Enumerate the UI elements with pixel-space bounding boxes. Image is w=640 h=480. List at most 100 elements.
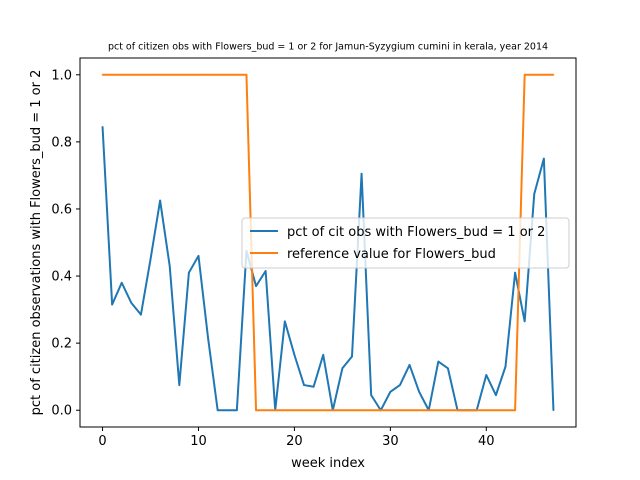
data-point-pct-0 — [101, 125, 104, 128]
data-point-reference-37 — [456, 409, 459, 412]
x-tick-label: 20 — [286, 434, 303, 449]
plot-frame — [79, 57, 577, 428]
y-tick-label: 1.0 — [51, 68, 72, 83]
data-point-reference-15 — [245, 73, 248, 76]
data-point-reference-47 — [552, 73, 555, 76]
data-point-reference-29 — [379, 409, 382, 412]
data-point-pct-27 — [360, 172, 363, 175]
data-point-reference-5 — [149, 73, 152, 76]
y-axis: 0.0 0.2 0.4 0.6 0.8 1.0 — [51, 68, 80, 419]
data-point-reference-46 — [543, 73, 545, 76]
data-point-reference-42 — [504, 409, 507, 412]
data-point-reference-1 — [111, 73, 113, 76]
data-point-reference-44 — [523, 73, 526, 76]
y-tick-label: 0.8 — [51, 135, 72, 150]
data-point-reference-14 — [236, 73, 238, 76]
data-point-pct-6 — [159, 199, 161, 202]
chart-title: pct of citizen obs with Flowers_bud = 1 … — [108, 42, 548, 53]
data-point-pct-32 — [408, 364, 411, 366]
data-point-pct-31 — [399, 384, 401, 386]
data-point-reference-9 — [188, 73, 190, 76]
data-point-reference-28 — [370, 409, 372, 412]
legend: pct of cit obs with Flowers_bud = 1 or 2… — [241, 217, 570, 269]
data-point-pct-22 — [312, 385, 315, 388]
data-point-pct-45 — [533, 193, 536, 195]
data-point-reference-12 — [216, 73, 219, 76]
data-point-pct-47 — [552, 409, 555, 412]
data-point-pct-5 — [149, 258, 152, 261]
data-point-reference-27 — [360, 409, 363, 412]
data-point-reference-0 — [101, 73, 104, 76]
x-tick-label: 10 — [190, 434, 207, 449]
data-point-pct-2 — [120, 281, 123, 284]
data-point-pct-19 — [284, 320, 286, 323]
legend-box — [241, 217, 570, 269]
data-point-reference-34 — [427, 409, 430, 412]
data-point-pct-28 — [370, 394, 372, 396]
data-point-pct-25 — [341, 367, 344, 370]
series-layer — [101, 73, 555, 412]
data-point-reference-4 — [140, 73, 142, 76]
x-axis-label: week index — [291, 456, 365, 471]
legend-label-pct-series: pct of cit obs with Flowers_bud = 1 or 2 — [287, 225, 545, 240]
data-point-reference-43 — [514, 409, 516, 412]
data-point-reference-32 — [408, 409, 411, 412]
data-point-pct-17 — [264, 270, 267, 272]
data-point-pct-20 — [293, 354, 296, 356]
data-point-reference-20 — [293, 409, 296, 412]
data-point-reference-33 — [418, 409, 420, 412]
data-point-reference-31 — [399, 409, 401, 412]
data-point-reference-39 — [475, 409, 478, 412]
data-point-pct-11 — [207, 337, 209, 339]
data-point-pct-23 — [322, 354, 325, 356]
data-point-reference-10 — [197, 73, 200, 76]
data-point-pct-33 — [418, 390, 420, 393]
series-line-pct — [101, 126, 555, 412]
data-point-reference-35 — [437, 409, 440, 412]
data-point-pct-44 — [523, 320, 526, 323]
data-point-pct-13 — [226, 409, 229, 412]
data-point-pct-41 — [495, 394, 497, 396]
data-point-pct-35 — [437, 360, 440, 363]
data-point-reference-26 — [351, 409, 353, 412]
data-point-pct-1 — [111, 303, 113, 306]
data-point-pct-7 — [168, 265, 171, 267]
y-tick-label: 0.4 — [51, 270, 72, 285]
data-point-pct-3 — [130, 302, 133, 304]
data-point-reference-25 — [341, 409, 344, 412]
data-point-reference-2 — [120, 73, 123, 76]
data-point-reference-36 — [447, 409, 449, 412]
data-point-reference-16 — [255, 409, 257, 412]
data-point-reference-11 — [207, 73, 209, 76]
data-point-reference-19 — [284, 409, 286, 412]
data-point-reference-3 — [130, 73, 133, 76]
x-tick-label: 0 — [98, 434, 106, 449]
data-point-pct-16 — [255, 285, 257, 287]
y-tick-label: 0.6 — [51, 202, 72, 217]
y-tick-label: 0.2 — [51, 337, 72, 352]
x-tick-label: 30 — [382, 434, 399, 449]
data-point-reference-38 — [466, 409, 468, 412]
data-point-pct-21 — [303, 384, 305, 386]
data-point-pct-4 — [140, 313, 142, 316]
data-point-pct-42 — [504, 365, 507, 368]
data-point-reference-30 — [389, 409, 392, 412]
data-point-pct-9 — [188, 271, 190, 274]
data-point-reference-8 — [178, 73, 181, 76]
data-point-reference-23 — [322, 409, 325, 412]
data-point-pct-40 — [485, 374, 488, 376]
data-point-reference-18 — [274, 409, 277, 412]
data-point-pct-8 — [178, 384, 181, 386]
data-point-reference-6 — [159, 73, 161, 76]
data-point-reference-7 — [168, 73, 171, 76]
data-point-pct-10 — [197, 255, 200, 257]
data-point-reference-24 — [332, 409, 334, 412]
data-point-pct-12 — [216, 409, 219, 412]
x-tick-label: 40 — [478, 434, 495, 449]
data-point-pct-30 — [389, 390, 392, 393]
x-axis: 0 10 20 30 40 — [98, 427, 495, 449]
data-point-reference-17 — [264, 409, 267, 412]
y-axis-label: pct of citizen observations with Flowers… — [29, 70, 44, 416]
data-point-pct-36 — [447, 367, 449, 370]
